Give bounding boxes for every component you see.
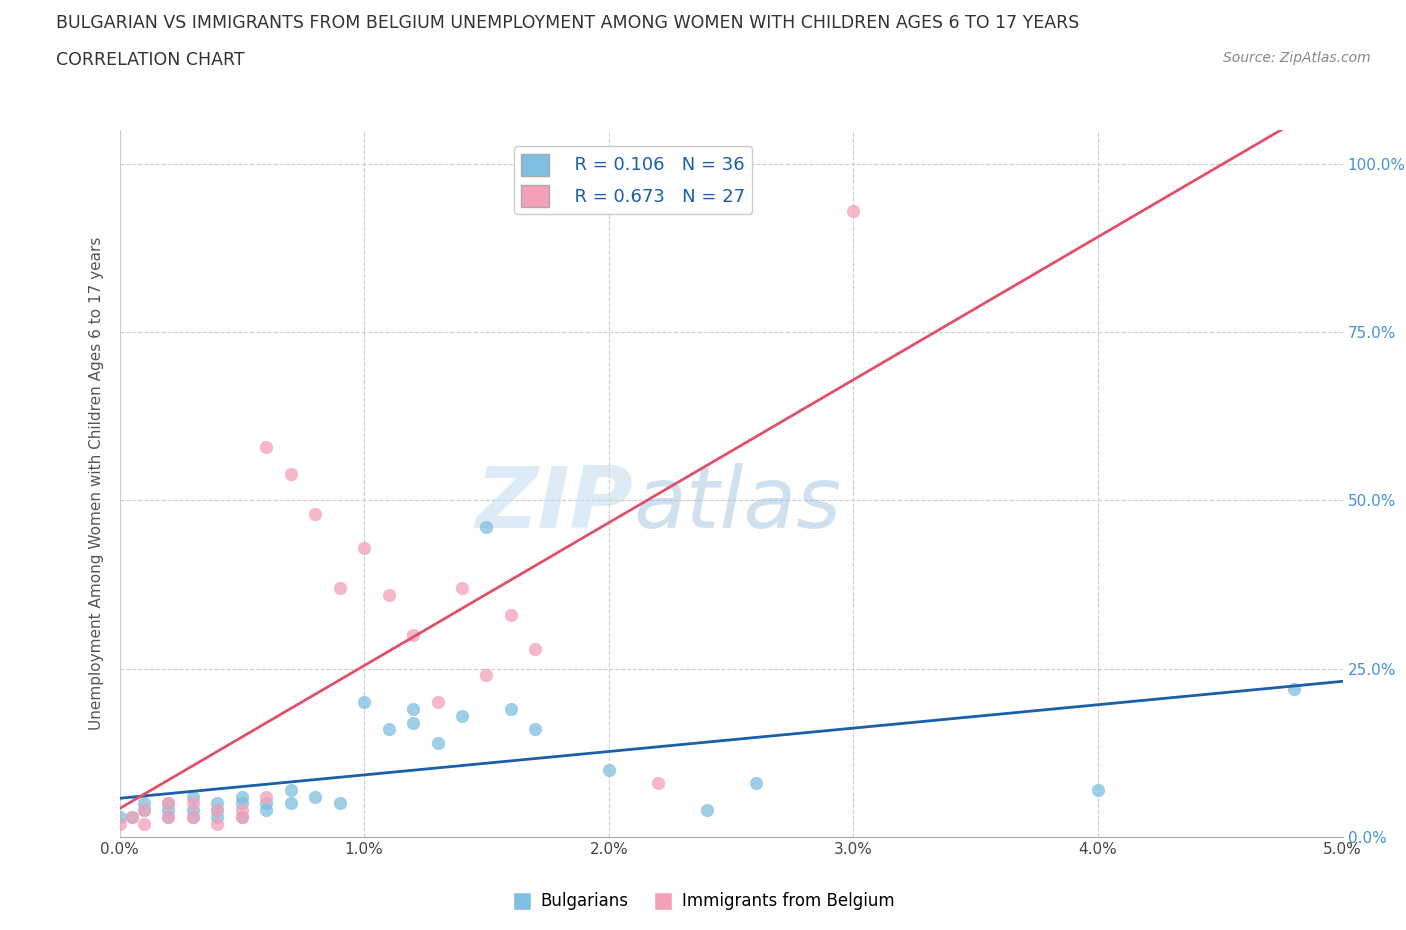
- Point: [207, 809, 229, 824]
- Point: [377, 722, 399, 737]
- Point: [377, 587, 399, 602]
- Point: [475, 668, 498, 683]
- Point: [181, 809, 204, 824]
- Point: [842, 204, 865, 219]
- Point: [207, 803, 229, 817]
- Point: [280, 796, 302, 811]
- Point: [207, 796, 229, 811]
- Point: [181, 790, 204, 804]
- Point: [451, 580, 474, 595]
- Point: [132, 803, 155, 817]
- Text: atlas: atlas: [633, 463, 841, 546]
- Point: [181, 796, 204, 811]
- Point: [280, 466, 302, 481]
- Point: [402, 715, 425, 730]
- Point: [181, 809, 204, 824]
- Text: Source: ZipAtlas.com: Source: ZipAtlas.com: [1223, 51, 1371, 65]
- Point: [254, 790, 277, 804]
- Point: [254, 796, 277, 811]
- Point: [231, 809, 253, 824]
- Point: [207, 803, 229, 817]
- Point: [108, 809, 131, 824]
- Point: [280, 782, 302, 797]
- Text: BULGARIAN VS IMMIGRANTS FROM BELGIUM UNEMPLOYMENT AMONG WOMEN WITH CHILDREN AGES: BULGARIAN VS IMMIGRANTS FROM BELGIUM UNE…: [56, 14, 1080, 32]
- Point: [121, 809, 143, 824]
- Point: [598, 763, 620, 777]
- Point: [353, 540, 375, 555]
- Point: [157, 803, 180, 817]
- Point: [744, 776, 766, 790]
- Point: [402, 628, 425, 643]
- Point: [402, 701, 425, 716]
- Point: [132, 796, 155, 811]
- Legend:   R = 0.106   N = 36,   R = 0.673   N = 27: R = 0.106 N = 36, R = 0.673 N = 27: [515, 146, 752, 214]
- Point: [157, 809, 180, 824]
- Point: [231, 803, 253, 817]
- Text: CORRELATION CHART: CORRELATION CHART: [56, 51, 245, 69]
- Point: [1087, 782, 1109, 797]
- Point: [132, 803, 155, 817]
- Point: [329, 580, 352, 595]
- Y-axis label: Unemployment Among Women with Children Ages 6 to 17 years: Unemployment Among Women with Children A…: [89, 237, 104, 730]
- Point: [231, 790, 253, 804]
- Point: [647, 776, 669, 790]
- Point: [181, 803, 204, 817]
- Point: [499, 701, 522, 716]
- Point: [207, 817, 229, 831]
- Point: [254, 803, 277, 817]
- Point: [329, 796, 352, 811]
- Point: [132, 817, 155, 831]
- Text: ZIP: ZIP: [475, 463, 633, 546]
- Point: [1282, 682, 1305, 697]
- Point: [231, 809, 253, 824]
- Point: [524, 641, 547, 656]
- Point: [451, 709, 474, 724]
- Point: [157, 809, 180, 824]
- Point: [499, 607, 522, 622]
- Point: [157, 796, 180, 811]
- Point: [696, 803, 718, 817]
- Point: [426, 695, 449, 710]
- Point: [157, 796, 180, 811]
- Point: [254, 439, 277, 454]
- Point: [121, 809, 143, 824]
- Point: [108, 817, 131, 831]
- Point: [231, 796, 253, 811]
- Point: [353, 695, 375, 710]
- Legend: Bulgarians, Immigrants from Belgium: Bulgarians, Immigrants from Belgium: [505, 885, 901, 917]
- Point: [304, 790, 326, 804]
- Point: [426, 736, 449, 751]
- Point: [304, 507, 326, 522]
- Point: [524, 722, 547, 737]
- Point: [475, 520, 498, 535]
